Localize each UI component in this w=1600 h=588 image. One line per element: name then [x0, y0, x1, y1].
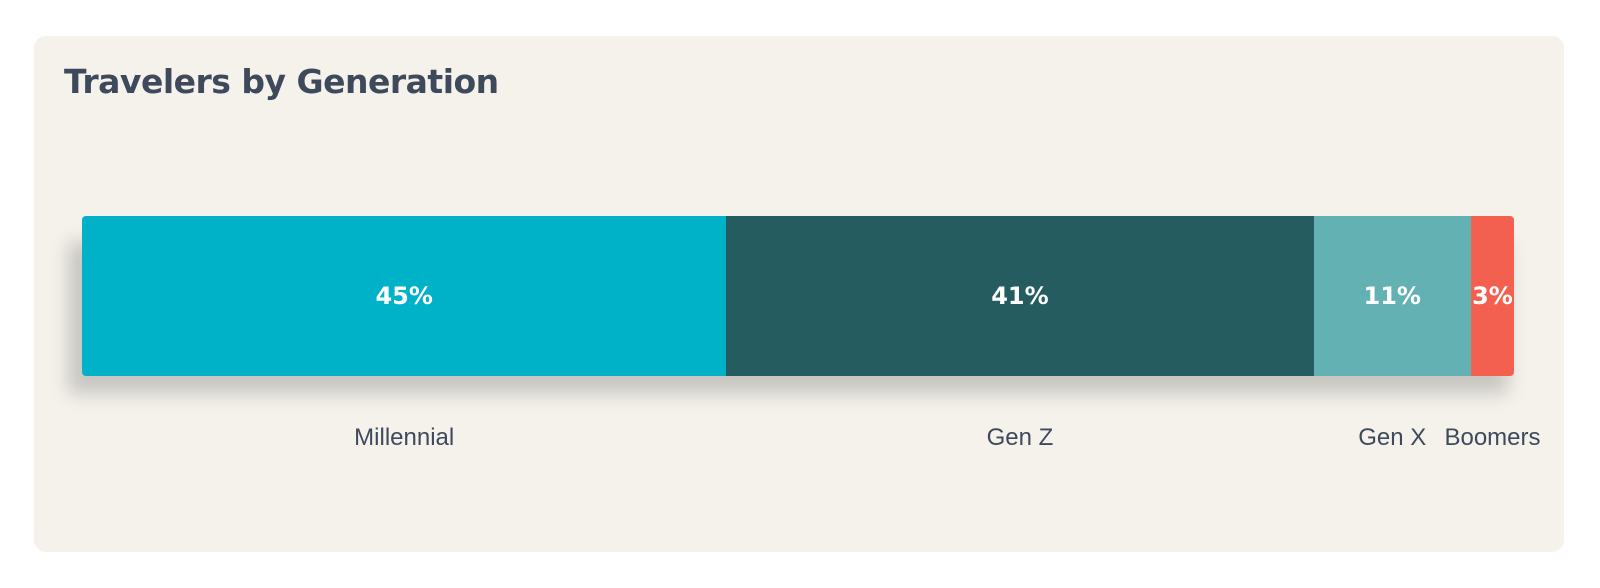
category-label-millennial: Millennial: [354, 424, 455, 451]
bar-segment-gen-x: 11%: [1313, 216, 1472, 376]
category-label-gen-z: Gen Z: [986, 424, 1054, 451]
chart-title: Travelers by Generation: [64, 62, 499, 101]
data-label-millennial: 45%: [375, 282, 433, 310]
category-label-boomers: Boomers: [1444, 424, 1541, 451]
bar-segment-millennial: 45%: [82, 216, 727, 376]
bar-segment-boomers: 3%: [1471, 216, 1514, 376]
bar-segment-gen-z: 41%: [726, 216, 1314, 376]
data-label-gen-x: 11%: [1363, 282, 1421, 310]
stacked-bar: 45% 41% 11% 3%: [82, 216, 1514, 376]
category-label-gen-x: Gen X: [1358, 424, 1427, 451]
data-label-boomers: 3%: [1472, 282, 1513, 310]
chart-card: Travelers by Generation 45% 41% 11% 3% Mill…: [34, 36, 1564, 552]
data-label-gen-z: 41%: [991, 282, 1049, 310]
category-labels: Millennial Gen Z Gen X Boomers: [82, 424, 1541, 464]
